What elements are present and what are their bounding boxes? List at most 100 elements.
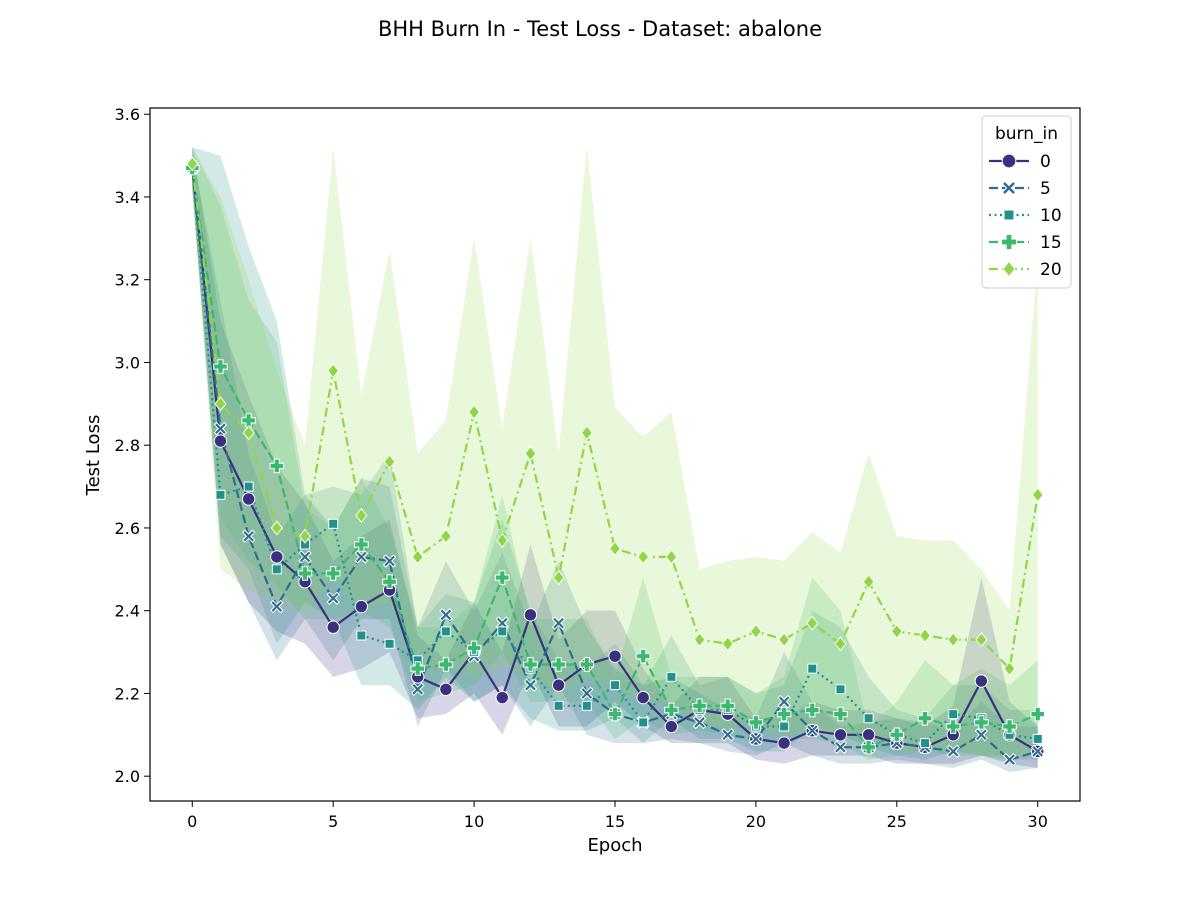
point-series-20-epoch-28 (975, 632, 988, 648)
point-series-20-epoch-12 (524, 445, 537, 462)
point-series-20-epoch-2 (242, 425, 255, 441)
point-series-15-epoch-4 (297, 566, 313, 581)
point-series-20-epoch-0 (186, 156, 199, 172)
point-series-20-epoch-21 (778, 632, 791, 648)
point-series-20-epoch-14 (580, 425, 593, 441)
point-series-20-epoch-19 (721, 636, 734, 652)
point-series-10-epoch-27 (948, 709, 959, 720)
point-series-15-epoch-30 (1030, 706, 1046, 722)
axes: 0 5 10 15 20 25 30 2.0 2.2 2.4 2.6 2.8 3.0 3.2 3.4 3.6 (115, 105, 1081, 831)
legend-marker-15 (1001, 234, 1017, 250)
point-series-5-epoch-3 (270, 599, 284, 614)
point-series-5-epoch-9 (439, 608, 453, 622)
legend-label-20: 20 (1040, 260, 1062, 280)
legend-marker-20 (1002, 260, 1016, 278)
x-tick-label: 0 (187, 812, 197, 831)
point-series-20-epoch-10 (468, 404, 481, 420)
point-series-5-epoch-2 (241, 529, 256, 543)
point-series-15-epoch-3 (269, 458, 285, 474)
point-series-0-epoch-23 (833, 728, 848, 742)
y-tick-label: 3.6 (115, 105, 140, 124)
point-series-0-epoch-1 (213, 434, 228, 448)
point-series-15-epoch-25 (889, 727, 905, 743)
y-tick-label: 3.2 (115, 271, 140, 290)
point-series-0-epoch-11 (495, 690, 509, 705)
point-series-10-epoch-14 (581, 700, 592, 711)
point-series-10-epoch-26 (920, 738, 930, 749)
point-series-5-epoch-27 (946, 744, 960, 759)
point-series-0-epoch-5 (326, 620, 340, 634)
point-series-0-epoch-15 (608, 649, 622, 663)
point-series-5-epoch-28 (974, 728, 989, 742)
point-series-0-epoch-6 (354, 599, 369, 614)
point-series-0-epoch-12 (523, 608, 538, 622)
band-series-0 (192, 147, 1038, 768)
y-tick-label: 2.6 (115, 519, 140, 538)
point-series-20-epoch-4 (298, 528, 312, 544)
point-series-10-epoch-16 (638, 717, 649, 728)
y-axis-label: Test Loss (83, 415, 104, 497)
legend-label-5: 5 (1040, 179, 1051, 199)
legend-title: burn_in (995, 124, 1058, 144)
point-series-15-epoch-29 (1002, 719, 1017, 734)
point-series-15-epoch-22 (804, 702, 820, 718)
point-series-20-epoch-20 (749, 623, 762, 639)
point-series-10-epoch-2 (243, 481, 254, 492)
point-series-15-epoch-8 (410, 661, 426, 676)
point-series-0-epoch-21 (777, 736, 791, 750)
point-series-20-epoch-5 (327, 363, 340, 379)
x-axis-label: Epoch (587, 835, 642, 856)
point-series-20-epoch-22 (806, 615, 819, 631)
point-series-5-epoch-29 (1002, 752, 1017, 767)
point-series-20-epoch-17 (665, 549, 678, 565)
point-series-5-epoch-14 (580, 686, 594, 701)
point-series-15-epoch-19 (720, 698, 736, 714)
point-series-15-epoch-26 (917, 710, 933, 726)
y-tick-label: 2.8 (115, 436, 140, 455)
band-series-5 (192, 151, 1038, 773)
point-series-15-epoch-11 (494, 570, 510, 585)
point-series-10-epoch-22 (807, 663, 818, 674)
x-tick-label: 20 (746, 812, 766, 831)
y-tick-label: 3.0 (115, 353, 140, 372)
point-series-0-epoch-16 (636, 690, 650, 705)
x-tick-label: 5 (328, 812, 338, 831)
point-series-15-epoch-23 (833, 706, 848, 722)
point-series-20-epoch-9 (439, 528, 452, 544)
legend-marker-0 (1001, 153, 1017, 169)
x-tick-label: 10 (464, 812, 484, 831)
point-series-10-epoch-6 (356, 630, 367, 641)
point-series-10-epoch-23 (835, 684, 846, 695)
point-series-20-epoch-26 (918, 627, 932, 644)
point-series-10-epoch-1 (215, 489, 226, 500)
point-series-5-epoch-7 (382, 554, 397, 568)
y-tick-label: 2.4 (115, 602, 140, 621)
band-series-20 (192, 147, 1038, 760)
series-markers (184, 156, 1046, 767)
y-tick-label: 3.4 (115, 188, 140, 207)
point-series-10-epoch-7 (384, 638, 395, 649)
point-series-20-epoch-7 (383, 454, 396, 470)
x-tick-label: 15 (605, 812, 625, 831)
chart-title: BHH Burn In - Test Loss - Dataset: abalo… (378, 17, 822, 41)
point-series-20-epoch-23 (834, 636, 847, 652)
legend-label-10: 10 (1040, 206, 1062, 226)
point-series-20-epoch-13 (552, 569, 565, 586)
point-series-5-epoch-12 (523, 678, 538, 692)
point-series-20-epoch-18 (693, 632, 706, 648)
point-series-10-epoch-3 (271, 564, 282, 575)
y-tick-label: 2.2 (115, 684, 140, 703)
point-series-15-epoch-18 (692, 698, 707, 714)
point-series-10-epoch-5 (328, 518, 339, 529)
point-series-15-epoch-6 (354, 537, 369, 552)
point-series-20-epoch-15 (608, 541, 622, 557)
point-series-0-epoch-9 (439, 682, 453, 696)
point-series-15-epoch-1 (213, 359, 228, 374)
point-series-0-epoch-2 (241, 492, 256, 506)
point-series-0-epoch-13 (551, 678, 566, 692)
point-series-0-epoch-3 (270, 550, 284, 564)
point-series-15-epoch-13 (551, 657, 566, 672)
point-series-5-epoch-19 (721, 728, 735, 742)
point-series-10-epoch-9 (440, 626, 451, 637)
point-series-15-epoch-20 (748, 715, 764, 730)
